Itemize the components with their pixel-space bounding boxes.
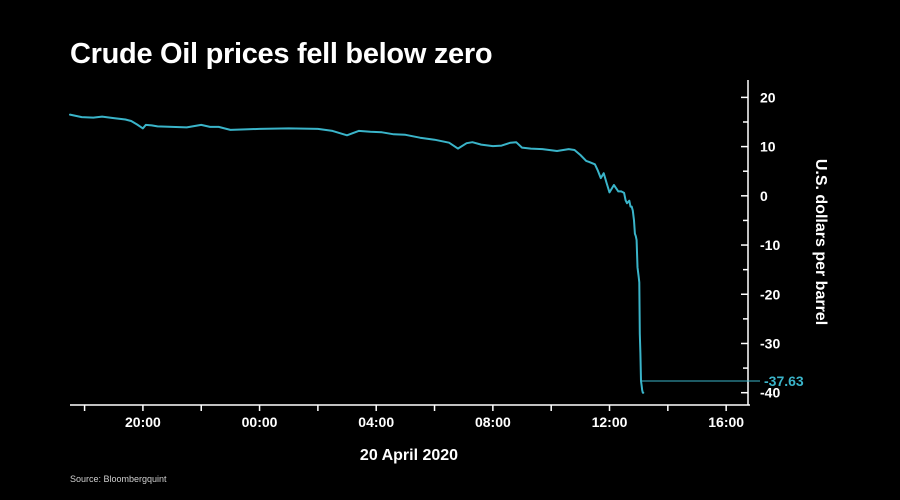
y-axis-label: U.S. dollars per barrel <box>812 159 829 325</box>
price-line <box>69 113 645 394</box>
x-tick-label: 16:00 <box>708 414 744 430</box>
x-tick-label: 00:00 <box>242 414 278 430</box>
x-tick-label: 04:00 <box>358 414 394 430</box>
y-tick-label: -20 <box>760 286 780 302</box>
annotation-label: -37.63 <box>764 373 804 389</box>
y-axis: 20 10 0 -10 -20 -30 -40 <box>741 80 780 405</box>
y-tick-label: 20 <box>760 89 776 105</box>
x-axis-label: 20 April 2020 <box>360 447 458 464</box>
chart-title: Crude Oil prices fell below zero <box>70 38 493 70</box>
x-axis: 20:00 00:00 04:00 08:00 12:00 16:00 <box>70 404 750 430</box>
annotation-layer: -37.63 <box>641 373 804 389</box>
source-note: Source: Bloombergquint <box>70 474 167 484</box>
y-tick-label: 10 <box>760 139 776 155</box>
series-layer <box>69 113 645 394</box>
y-tick-label: -40 <box>760 385 780 401</box>
y-tick-label: 0 <box>760 188 768 204</box>
y-tick-label: -30 <box>760 335 780 351</box>
x-tick-label: 12:00 <box>592 414 628 430</box>
x-tick-label: 08:00 <box>475 414 511 430</box>
x-tick-label: 20:00 <box>125 414 161 430</box>
y-tick-label: -10 <box>760 237 780 253</box>
